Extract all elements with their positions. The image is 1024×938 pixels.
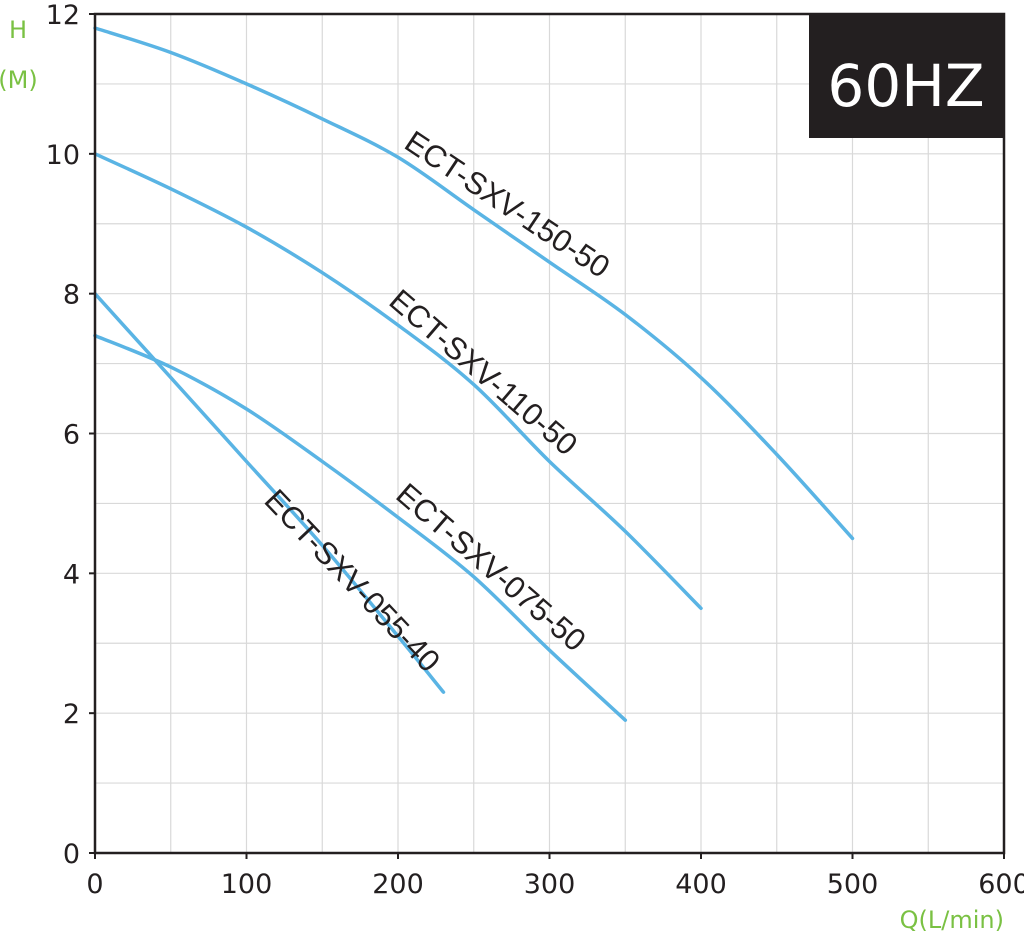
x-axis-title: Q(L/min) (900, 906, 1004, 934)
badge-background (809, 14, 1004, 138)
series-curve (93, 333, 628, 722)
y-axis-title-line2: (M) (0, 66, 38, 94)
x-tick-label: 200 (372, 869, 424, 900)
y-tick-label: 4 (63, 559, 80, 590)
x-tick-label: 500 (827, 869, 879, 900)
y-tick-label: 0 (63, 839, 80, 870)
frequency-badge: 60HZ (809, 14, 1004, 138)
series-label: ECT-SXV-150-50 (399, 124, 616, 285)
series-curve (93, 291, 446, 694)
x-tick-label: 0 (86, 869, 103, 900)
y-tick-label: 2 (63, 699, 80, 730)
series-label: ECT-SXV-110-50 (383, 282, 585, 462)
y-tick-label: 8 (63, 280, 80, 311)
y-axis-title-line1: H (9, 16, 27, 44)
badge-text: 60HZ (827, 52, 984, 120)
y-tick-label: 12 (46, 0, 80, 31)
y-tick-label: 10 (46, 140, 80, 171)
curves (93, 26, 855, 722)
x-tick-label: 600 (978, 869, 1024, 900)
x-tick-label: 100 (221, 869, 273, 900)
series-curve (93, 152, 703, 611)
series-curve (93, 26, 855, 541)
axes: 0 100 200 300 400 500 600 0 2 4 6 8 10 12 (46, 0, 1024, 900)
y-tick-label: 6 (63, 420, 80, 451)
x-tick-label: 400 (675, 869, 727, 900)
series-labels: ECT-SXV-150-50ECT-SXV-110-50ECT-SXV-075-… (258, 124, 616, 679)
x-tick-label: 300 (524, 869, 576, 900)
